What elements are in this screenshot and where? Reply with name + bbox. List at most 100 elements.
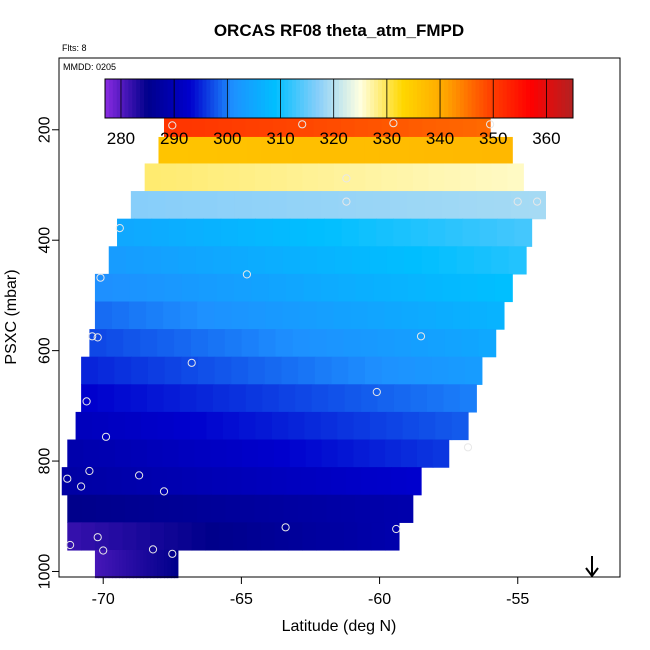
heatmap-cell bbox=[119, 549, 124, 579]
colorbar-cell bbox=[459, 79, 465, 118]
heatmap-cell bbox=[248, 356, 266, 385]
heatmap-cell bbox=[326, 494, 342, 523]
colorbar-cell bbox=[420, 79, 426, 118]
colorbar-cell bbox=[327, 79, 332, 118]
colorbar-cell bbox=[147, 79, 153, 118]
data-point bbox=[486, 120, 495, 129]
heatmap-cell bbox=[139, 549, 144, 579]
colorbar-cell bbox=[452, 79, 457, 118]
heatmap-cell bbox=[268, 494, 284, 523]
heatmap-cell bbox=[379, 136, 395, 166]
heatmap-cell bbox=[146, 549, 151, 579]
heatmap-cell bbox=[179, 384, 197, 413]
heatmap-cell bbox=[219, 522, 234, 551]
heatmap-cell bbox=[187, 136, 204, 166]
heatmap-cell bbox=[211, 467, 228, 496]
heatmap-cell bbox=[275, 329, 294, 358]
colorbar-cell bbox=[471, 79, 476, 118]
colorbar-cell bbox=[319, 79, 324, 118]
colorbar-cell bbox=[202, 79, 207, 118]
heatmap-cell bbox=[320, 273, 339, 303]
heatmap-cell bbox=[316, 467, 332, 496]
flights-annotation: Flts: 8 bbox=[62, 43, 87, 53]
colorbar-cell bbox=[530, 79, 535, 118]
x-axis-label: Latitude (deg N) bbox=[282, 618, 397, 635]
heatmap-cell bbox=[143, 246, 162, 275]
data-point bbox=[115, 224, 124, 233]
heatmap-cell bbox=[291, 136, 307, 166]
heatmap-cell bbox=[148, 191, 166, 220]
heatmap-cell bbox=[174, 329, 192, 358]
colorbar-cell bbox=[479, 79, 484, 118]
heatmap-cell bbox=[350, 136, 366, 166]
colorbar-cell bbox=[381, 79, 387, 118]
heatmap-cell bbox=[477, 273, 496, 303]
heatmap-cell bbox=[340, 494, 356, 523]
heatmap-cell bbox=[427, 329, 446, 358]
colorbar-cell bbox=[222, 79, 227, 118]
heatmap-cell bbox=[199, 191, 218, 220]
colorbar-cell bbox=[565, 79, 570, 118]
heatmap-cell bbox=[199, 273, 218, 303]
heatmap-cell bbox=[124, 411, 142, 441]
heatmap-cell bbox=[282, 301, 301, 330]
heatmap-cell bbox=[393, 218, 412, 247]
colorbar-cell bbox=[272, 79, 278, 118]
heatmap-cell bbox=[130, 439, 148, 468]
heatmap-cell bbox=[162, 439, 180, 468]
data-point bbox=[281, 523, 290, 532]
colorbar-cell bbox=[436, 79, 441, 118]
heatmap-cell bbox=[181, 273, 200, 303]
heatmap-cell bbox=[196, 384, 214, 413]
heatmap-cell bbox=[369, 494, 385, 523]
heatmap-cell bbox=[101, 549, 106, 579]
heatmap-cell bbox=[473, 246, 492, 275]
heatmap-cell bbox=[410, 384, 428, 413]
heatmap-cell bbox=[233, 522, 248, 551]
colorbar-cell bbox=[268, 79, 274, 118]
colorbar-cell bbox=[424, 79, 430, 118]
heatmap-row bbox=[67, 494, 414, 523]
y-axis: 200 400 600 800 1000 bbox=[37, 116, 59, 589]
heatmap-cell bbox=[303, 191, 322, 220]
heatmap-cell bbox=[196, 494, 212, 523]
heatmap-cell bbox=[320, 136, 336, 166]
colorbar-cell bbox=[518, 79, 523, 118]
colorbar-cell bbox=[210, 79, 215, 118]
colorbar-cell bbox=[214, 79, 219, 118]
heatmap-cell bbox=[333, 301, 352, 330]
heatmap-cell bbox=[394, 329, 412, 358]
heatmap-cell bbox=[289, 439, 307, 468]
heatmap-cell bbox=[390, 273, 409, 303]
heatmap-cell bbox=[207, 163, 225, 192]
data-points bbox=[63, 119, 542, 558]
heatmap-cell bbox=[311, 494, 327, 523]
data-point bbox=[77, 482, 86, 491]
heatmap-cell bbox=[338, 273, 357, 303]
colorbar-cell bbox=[444, 79, 449, 118]
heatmap-cell bbox=[383, 494, 399, 523]
heatmap-cell bbox=[178, 246, 197, 275]
heatmap-cell bbox=[311, 384, 329, 413]
heatmap-cell bbox=[181, 356, 199, 385]
colorbar-tick-label: 280 bbox=[107, 129, 135, 148]
colorbar-cell bbox=[569, 79, 574, 118]
heatmap-cell bbox=[273, 439, 291, 468]
heatmap-cell bbox=[304, 411, 322, 441]
colorbar-cell bbox=[510, 79, 515, 118]
colorbar-cell bbox=[502, 79, 508, 118]
heatmap-cell bbox=[106, 329, 124, 358]
heatmap-cell bbox=[381, 163, 398, 192]
heatmap-cell bbox=[507, 163, 524, 192]
colorbar-cell bbox=[144, 79, 149, 118]
heatmap-cell bbox=[381, 356, 399, 385]
heatmap-cell bbox=[352, 246, 371, 275]
heatmap-cell bbox=[81, 384, 99, 413]
heatmap-cell bbox=[140, 329, 158, 358]
data-point bbox=[63, 474, 72, 483]
heatmap-cell bbox=[415, 356, 433, 385]
heatmap-cell bbox=[158, 136, 174, 166]
data-point bbox=[168, 121, 177, 130]
colorbar-cell bbox=[354, 79, 359, 118]
